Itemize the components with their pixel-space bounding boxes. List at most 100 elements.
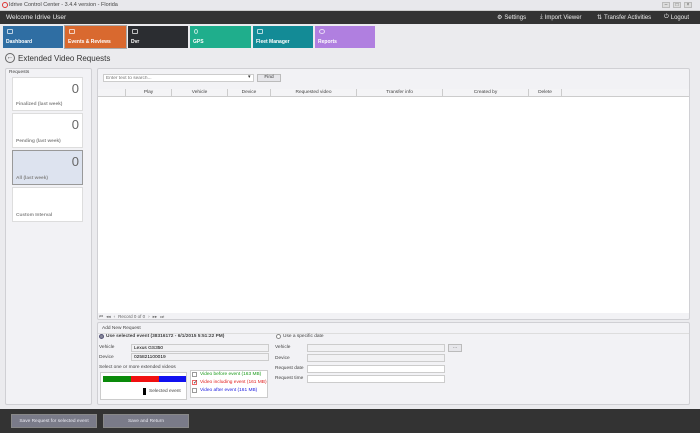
logout-button[interactable]: ⏻ Logout bbox=[664, 14, 689, 21]
before-checkbox[interactable] bbox=[192, 372, 197, 377]
card-label: Pending (last week) bbox=[16, 139, 61, 144]
request-date-label: Request date bbox=[275, 366, 304, 371]
truck-icon bbox=[257, 29, 263, 34]
selected-event-label: Selected event bbox=[149, 389, 181, 394]
tile-fleet-manager[interactable]: Fleet Manager bbox=[253, 26, 313, 48]
transfer-icon: ⇅ bbox=[597, 15, 603, 21]
column-transfer-info[interactable]: Transfer info bbox=[357, 89, 443, 97]
minimize-button[interactable]: – bbox=[662, 2, 670, 8]
gear-icon: ⚙ bbox=[497, 15, 503, 21]
count: 0 bbox=[71, 81, 79, 96]
card-all[interactable]: 0 All (last week) bbox=[12, 150, 83, 185]
tile-dvr[interactable]: Dvr bbox=[128, 26, 188, 48]
maximize-button[interactable]: □ bbox=[673, 2, 681, 8]
power-icon: ⏻ bbox=[664, 14, 669, 20]
welcome-text: Welcome Idrive User bbox=[6, 14, 67, 21]
r-device-select[interactable] bbox=[307, 354, 445, 362]
column-device[interactable]: Device bbox=[228, 89, 271, 97]
import-viewer-button[interactable]: ⤓ Import Viewer bbox=[540, 14, 582, 21]
save-selected-button[interactable]: Save Request for selected event bbox=[11, 414, 97, 428]
tile-label: Reports bbox=[318, 39, 337, 45]
use-selected-radio[interactable] bbox=[99, 334, 104, 339]
pin-icon bbox=[194, 29, 198, 34]
device-label: Device bbox=[99, 355, 114, 360]
video-timeline: Selected event bbox=[100, 372, 187, 400]
clipboard-icon bbox=[69, 29, 75, 34]
dropdown-icon[interactable]: ▾ bbox=[248, 74, 251, 80]
settings-label: Settings bbox=[504, 14, 527, 21]
select-videos-label: Select one or more extended videos bbox=[99, 365, 176, 370]
after-segment bbox=[159, 376, 186, 382]
card-finalized[interactable]: 0 Finalized (last week) bbox=[12, 77, 83, 111]
column-vehicle[interactable]: Vehicle bbox=[172, 89, 228, 97]
card-label: Custom Interval bbox=[16, 213, 53, 218]
app-logo-icon bbox=[2, 2, 8, 8]
settings-button[interactable]: ⚙ Settings bbox=[497, 14, 527, 22]
transfer-activities-button[interactable]: ⇅ Transfer Activities bbox=[597, 14, 651, 22]
add-request-panel: Add New Request bbox=[97, 322, 690, 405]
logout-label: Logout bbox=[670, 14, 690, 21]
prev-page-icon[interactable]: ◂◂ bbox=[106, 314, 111, 319]
tile-label: Fleet Manager bbox=[256, 39, 290, 45]
vehicle-label: Vehicle bbox=[99, 345, 115, 350]
browse-button[interactable]: ... bbox=[448, 344, 462, 352]
import-viewer-label: Import Viewer bbox=[544, 14, 582, 21]
requests-grid bbox=[98, 89, 689, 313]
first-page-icon[interactable]: ⏮ bbox=[99, 314, 104, 319]
count: 0 bbox=[71, 117, 79, 132]
tile-dashboard[interactable]: Dashboard bbox=[3, 26, 63, 48]
tile-label: Events & Reviews bbox=[68, 39, 111, 45]
grid-header bbox=[98, 89, 689, 97]
header-bar: Welcome Idrive User ⚙ Settings ⤓ Import Vi… bbox=[0, 11, 700, 24]
tile-label: GPS bbox=[193, 39, 204, 45]
pager: ⏮ ◂◂ ‹ Record 0 of 0 › ▸▸ ⏭ bbox=[99, 314, 164, 320]
r-vehicle-label: Vehicle bbox=[275, 345, 291, 350]
last-page-icon[interactable]: ⏭ bbox=[160, 314, 165, 319]
pie-chart-icon bbox=[319, 29, 325, 34]
find-button[interactable]: Find bbox=[257, 74, 281, 82]
card-pending[interactable]: 0 Pending (last week) bbox=[12, 113, 83, 148]
requests-title: Requests bbox=[9, 70, 30, 75]
vehicle-field[interactable] bbox=[131, 344, 269, 352]
tile-label: Dvr bbox=[131, 39, 140, 45]
column-requested-video[interactable]: Requested video bbox=[271, 89, 357, 97]
tile-reports[interactable]: Reports bbox=[315, 26, 375, 48]
download-icon: ⤓ bbox=[540, 14, 543, 20]
r-vehicle-select[interactable] bbox=[307, 344, 445, 352]
card-label: Finalized (last week) bbox=[16, 102, 63, 107]
use-selected-label: Use selected event (38316172 - 6/1/2015 … bbox=[106, 334, 225, 339]
pager-text: Record 0 of 0 bbox=[118, 314, 146, 319]
count: 0 bbox=[71, 154, 79, 169]
next-page-icon[interactable]: ▸▸ bbox=[152, 314, 158, 319]
back-arrow-icon[interactable]: ← bbox=[5, 53, 15, 63]
use-specific-label: Use a specific date bbox=[283, 334, 324, 339]
next-icon[interactable]: › bbox=[148, 314, 150, 319]
column-play[interactable]: Play bbox=[126, 89, 172, 97]
request-date-field[interactable] bbox=[307, 365, 445, 373]
use-specific-radio[interactable] bbox=[276, 334, 281, 339]
search-input[interactable] bbox=[103, 74, 254, 82]
prev-icon[interactable]: ‹ bbox=[113, 314, 116, 319]
request-time-label: Request time bbox=[275, 376, 304, 381]
column-select bbox=[98, 89, 126, 97]
add-request-title: Add New Request bbox=[102, 326, 141, 331]
tile-label: Dashboard bbox=[6, 39, 33, 45]
tile-events-reviews[interactable]: Events & Reviews bbox=[64, 25, 127, 49]
dvr-icon bbox=[132, 29, 138, 34]
after-checkbox[interactable] bbox=[192, 388, 197, 393]
request-time-field[interactable] bbox=[307, 375, 445, 383]
column-delete[interactable]: Delete bbox=[529, 89, 562, 97]
r-device-label: Device bbox=[275, 356, 290, 361]
before-segment bbox=[103, 376, 131, 382]
including-checkbox[interactable]: ✓ bbox=[192, 380, 199, 386]
tile-gps[interactable]: GPS bbox=[190, 26, 251, 48]
column-created-by[interactable]: Created by bbox=[443, 89, 529, 97]
close-button[interactable]: × bbox=[684, 2, 692, 8]
card-label: All (last week) bbox=[16, 176, 48, 181]
page-title: Extended Video Requests bbox=[18, 54, 111, 63]
card-custom-interval[interactable]: Custom Interval bbox=[12, 187, 83, 222]
save-return-button[interactable]: Save and Return bbox=[103, 414, 189, 428]
chart-icon bbox=[7, 29, 13, 34]
including-label: Video including event (161 MB) bbox=[200, 380, 267, 385]
device-field[interactable] bbox=[131, 353, 269, 361]
